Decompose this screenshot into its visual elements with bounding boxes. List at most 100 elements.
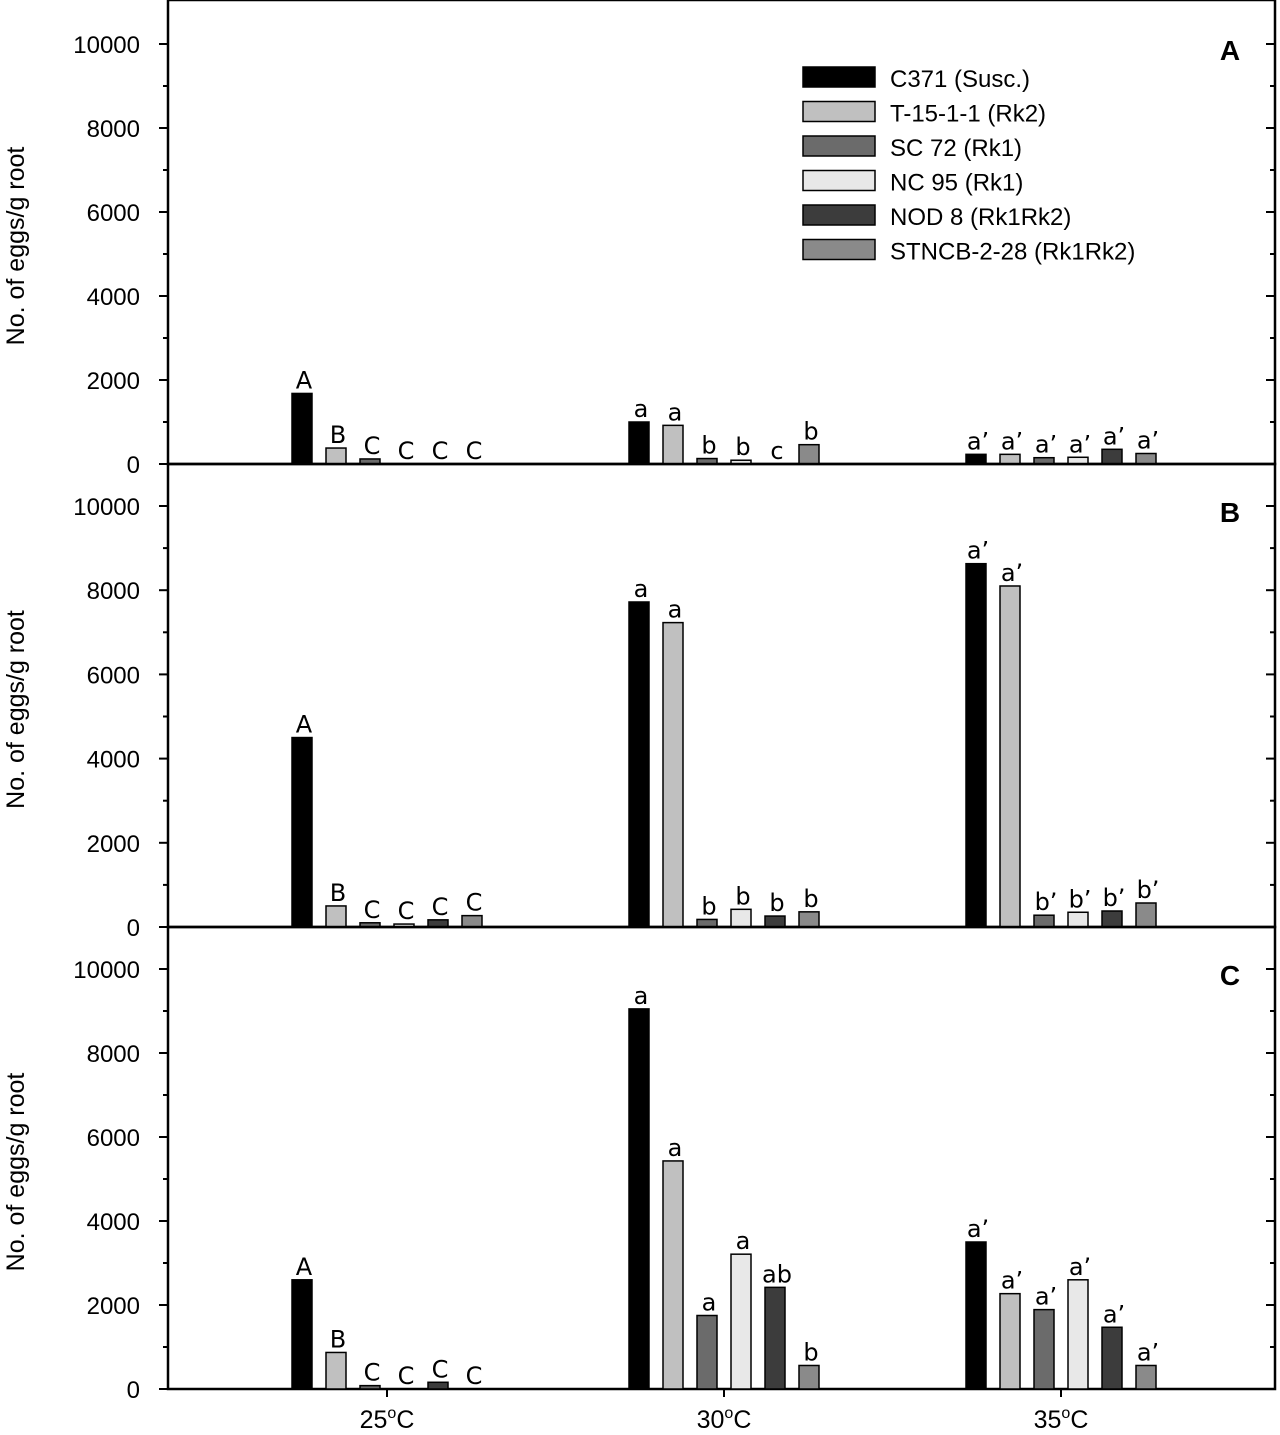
bar	[730, 1253, 752, 1390]
significance-label: b’	[1035, 888, 1058, 916]
significance-label: b’	[1137, 876, 1160, 904]
y-tick-label: 4000	[87, 747, 140, 774]
significance-label: a	[668, 596, 683, 624]
significance-label: a’	[1103, 422, 1125, 450]
significance-label: a	[668, 398, 683, 426]
significance-label: C	[398, 437, 415, 465]
significance-label: b’	[1103, 884, 1126, 912]
significance-label: a’	[1035, 431, 1057, 459]
legend-label: NC 95 (Rk1)	[890, 170, 1023, 197]
bar	[291, 1279, 313, 1390]
significance-label: C	[432, 1355, 449, 1383]
significance-label: b	[735, 882, 750, 910]
bar	[628, 601, 650, 928]
legend-swatch	[802, 204, 876, 226]
significance-label: a’	[1137, 1338, 1159, 1366]
significance-label: b	[803, 418, 818, 446]
x-tick-label: 25oC	[360, 1405, 415, 1434]
significance-label: a	[634, 395, 649, 423]
bar	[1135, 902, 1157, 928]
significance-label: a’	[1001, 559, 1023, 587]
x-axis: 25oC 30oC 35oC	[360, 1389, 1088, 1434]
significance-label: a’	[967, 1215, 989, 1243]
bar	[764, 1286, 786, 1390]
y-axis-label: No. of eggs/g root	[2, 610, 30, 809]
panel-letter: B	[1220, 497, 1240, 528]
significance-label: b	[803, 885, 818, 913]
significance-label: b	[803, 1338, 818, 1366]
significance-label: a’	[1103, 1300, 1125, 1328]
bar	[628, 1008, 650, 1390]
bar	[1067, 1279, 1089, 1390]
bar	[1033, 1308, 1055, 1390]
bar	[325, 447, 347, 465]
y-axis-label: No. of eggs/g root	[2, 147, 30, 346]
bar	[1101, 1326, 1123, 1390]
legend-label: SC 72 (Rk1)	[890, 135, 1022, 162]
bar	[999, 453, 1021, 465]
significance-label: a’	[967, 427, 989, 455]
significance-label: C	[364, 432, 381, 460]
y-tick-label: 10000	[73, 32, 140, 59]
significance-label: B	[330, 421, 346, 449]
bar	[325, 905, 347, 928]
significance-label: a	[634, 575, 649, 603]
bar	[1101, 448, 1123, 465]
legend-swatch	[802, 135, 876, 157]
significance-label: a	[702, 1289, 717, 1317]
y-tick-label: 0	[127, 915, 140, 942]
y-tick-label: 0	[127, 1377, 140, 1404]
bar	[798, 911, 820, 928]
legend-swatch	[802, 238, 876, 261]
significance-label: a’	[1137, 427, 1159, 455]
significance-label: C	[466, 1362, 483, 1390]
significance-label: C	[364, 896, 381, 924]
y-tick-label: 10000	[73, 957, 140, 984]
bar	[798, 443, 820, 465]
significance-label: a’	[967, 537, 989, 565]
significance-label: b’	[1069, 885, 1092, 913]
significance-label: B	[330, 1325, 346, 1353]
significance-label: b	[769, 889, 784, 917]
bar	[730, 908, 752, 928]
legend-label: NOD 8 (Rk1Rk2)	[890, 204, 1071, 231]
legend-label: C371 (Susc.)	[890, 66, 1030, 93]
bar	[662, 1160, 684, 1390]
significance-label: a’	[1035, 1283, 1057, 1311]
significance-label: a’	[1001, 1267, 1023, 1295]
bar	[1135, 1364, 1157, 1390]
significance-label: A	[296, 1253, 313, 1281]
bar	[1135, 452, 1157, 465]
significance-label: b	[735, 433, 750, 461]
bar	[662, 621, 684, 928]
y-tick-label: 10000	[73, 494, 140, 521]
significance-label: C	[466, 889, 483, 917]
significance-label: C	[398, 1362, 415, 1390]
significance-label: a’	[1001, 427, 1023, 455]
bar	[965, 562, 987, 928]
significance-label: a’	[1069, 1253, 1091, 1281]
bar	[325, 1351, 347, 1390]
y-tick-label: 6000	[87, 662, 140, 689]
bar	[291, 392, 313, 465]
bar	[798, 1364, 820, 1390]
significance-label: C	[432, 437, 449, 465]
bar	[359, 1384, 381, 1390]
x-tick-label: 30oC	[697, 1405, 752, 1434]
bar	[291, 736, 313, 928]
legend-swatch	[802, 169, 876, 192]
significance-label: C	[466, 437, 483, 465]
bar	[662, 424, 684, 465]
significance-label: a	[634, 982, 649, 1010]
y-tick-label: 6000	[87, 200, 140, 227]
significance-label: B	[330, 879, 346, 907]
bar	[696, 1314, 718, 1390]
y-tick-label: 4000	[87, 284, 140, 311]
significance-label: b	[701, 892, 716, 920]
y-tick-label: 2000	[87, 368, 140, 395]
y-tick-label: 8000	[87, 578, 140, 605]
bar	[461, 914, 483, 928]
bar	[1101, 910, 1123, 928]
bar	[999, 1292, 1021, 1390]
